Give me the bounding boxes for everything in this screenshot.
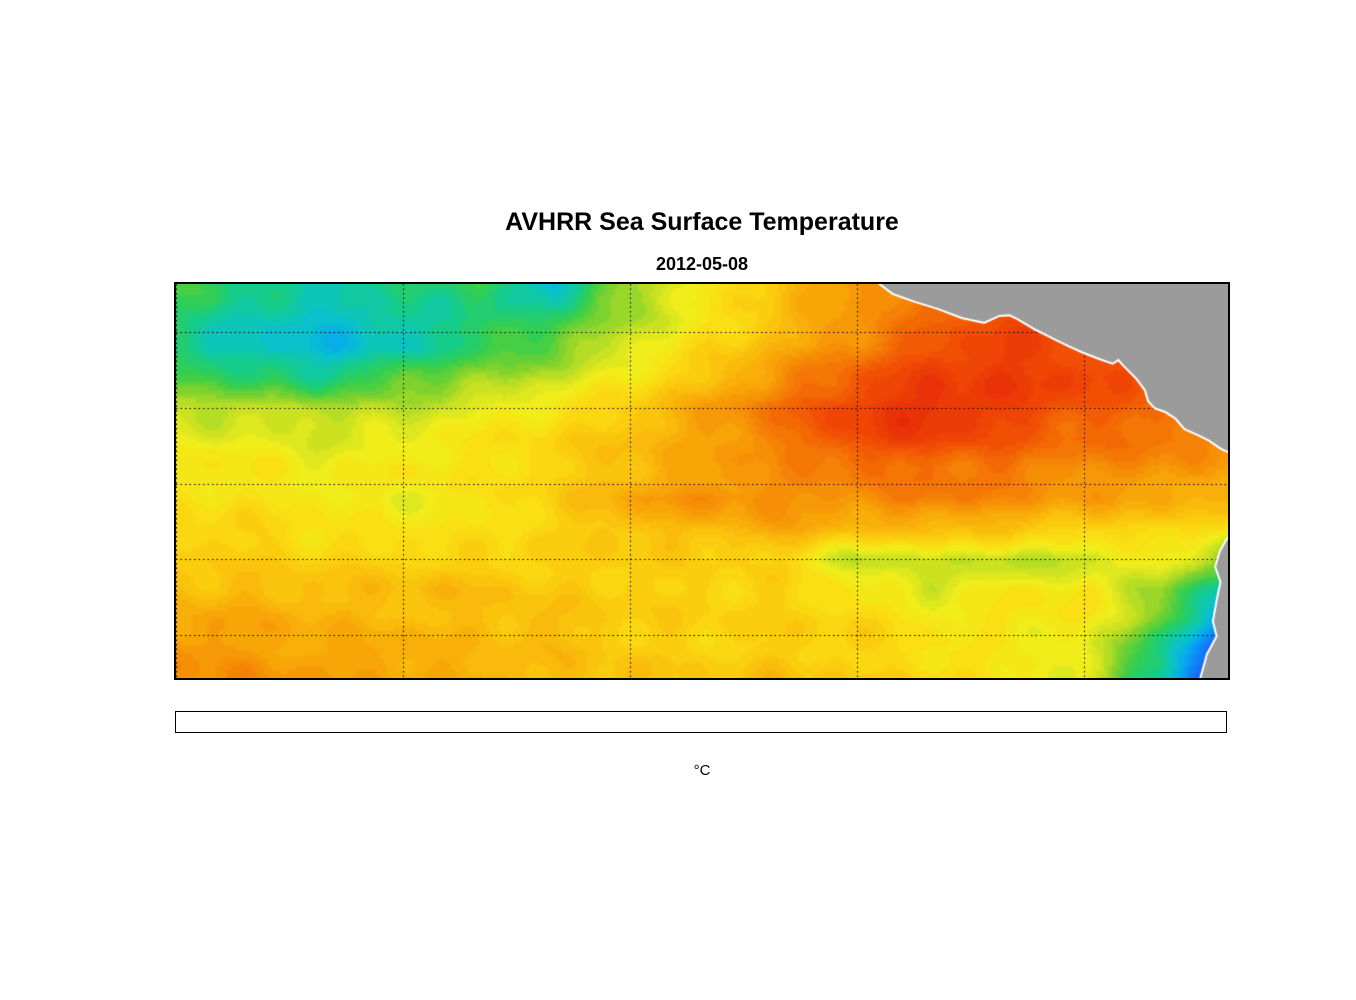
- colorbar-frame: [175, 711, 1227, 733]
- map-plot-area: [174, 282, 1230, 680]
- colorbar-canvas: [176, 712, 1226, 732]
- colorbar-units-label: °C: [693, 762, 711, 779]
- chart-title: AVHRR Sea Surface Temperature: [505, 208, 899, 236]
- chart-subtitle: 2012-05-08: [655, 254, 749, 274]
- sst-heatmap-canvas: [176, 284, 1228, 678]
